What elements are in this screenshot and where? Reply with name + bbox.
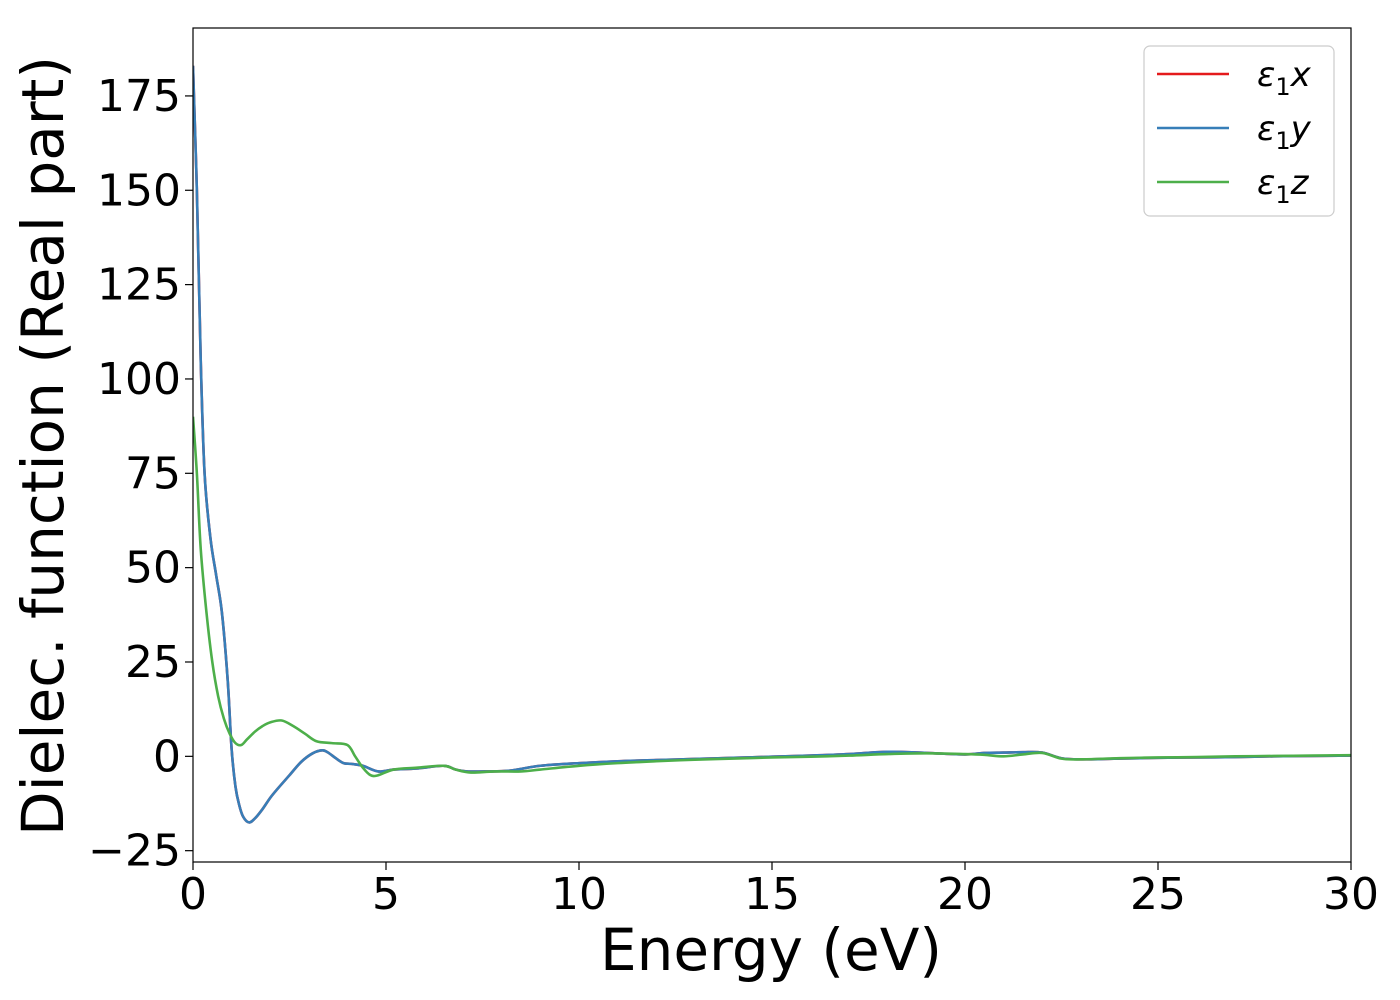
y-tick-label: 125 [97,260,181,311]
y-tick-label: 0 [153,731,181,782]
x-tick-label: 10 [551,869,607,920]
y-tick-label: 25 [125,637,181,688]
legend: ε1x ε1y ε1z [1143,45,1335,217]
x-tick-label: 0 [179,869,207,920]
x-axis-title: Energy (eV) [600,916,942,984]
series-line-z [193,416,1351,778]
x-tick-label: 30 [1323,869,1379,920]
y-tick-label: −25 [88,826,181,877]
x-tick-label: 15 [744,869,800,920]
x-tick-label: 25 [1130,869,1186,920]
legend-label-x: ε1x [1257,55,1312,101]
y-axis-title: Dielec. function (Real part) [9,56,77,836]
y-tick-label: 50 [125,543,181,594]
legend-label-y: ε1y [1257,109,1312,155]
legend-frame [1143,45,1335,217]
series-layer [193,65,1351,824]
y-tick-label: 75 [125,448,181,499]
y-tick-label: 100 [97,354,181,405]
y-tick-label: 150 [97,165,181,216]
y-tick-label: 175 [97,71,181,122]
x-tick-label: 20 [937,869,993,920]
legend-items: ε1x ε1y ε1z [1157,55,1312,209]
x-tick-label: 5 [372,869,400,920]
legend-label-z: ε1z [1257,163,1310,209]
